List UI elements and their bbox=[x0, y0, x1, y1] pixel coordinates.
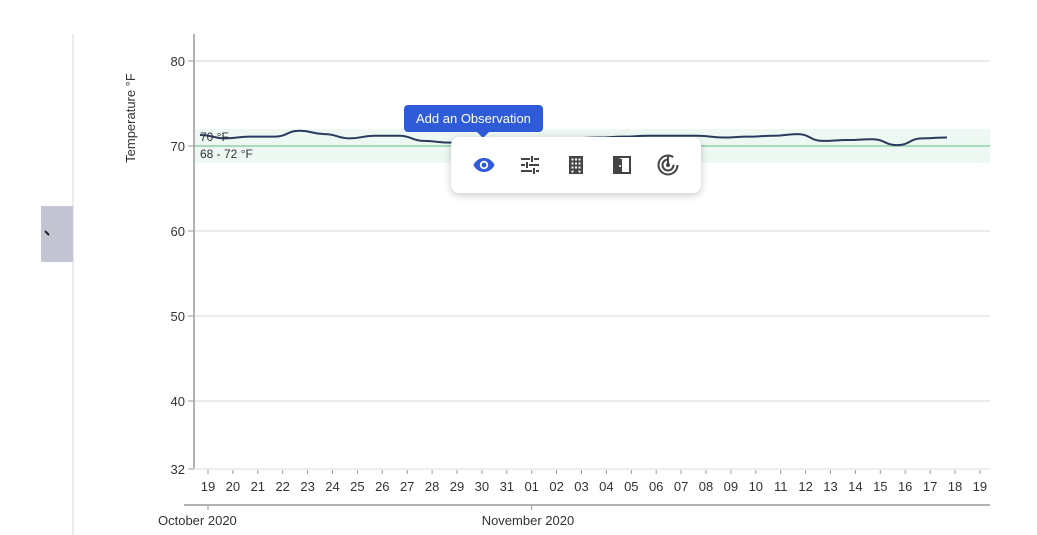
sensor-button[interactable] bbox=[651, 148, 685, 182]
y-axis-title: Temperature °F bbox=[123, 73, 138, 163]
x-tick-label: 26 bbox=[375, 479, 389, 494]
x-tick-label: 31 bbox=[500, 479, 514, 494]
x-tick-label: 14 bbox=[848, 479, 862, 494]
x-tick-label: 18 bbox=[948, 479, 962, 494]
x-tick-label: 05 bbox=[624, 479, 638, 494]
x-tick-label: 06 bbox=[649, 479, 663, 494]
band-label: 68 - 72 °F bbox=[200, 147, 253, 161]
gridlines bbox=[194, 60, 990, 402]
x-tick-label: 16 bbox=[898, 479, 912, 494]
x-tick-label: 27 bbox=[400, 479, 414, 494]
x-tick-label: 19 bbox=[973, 479, 987, 494]
x-tick-label: 23 bbox=[300, 479, 314, 494]
x-tick-label: 29 bbox=[450, 479, 464, 494]
x-tick-label: 21 bbox=[251, 479, 265, 494]
adjustments-button[interactable] bbox=[513, 148, 547, 182]
x-tick-label: 07 bbox=[674, 479, 688, 494]
x-tick-label: 20 bbox=[226, 479, 240, 494]
x-tick-label: 02 bbox=[549, 479, 563, 494]
sidebar-collapse-tab[interactable] bbox=[41, 206, 73, 262]
y-axis: 32 40 50 60 70 80 bbox=[171, 34, 195, 477]
y-tick-label: 32 bbox=[171, 462, 185, 477]
y-tick-label: 80 bbox=[171, 54, 185, 69]
y-tick-label: 50 bbox=[171, 309, 185, 324]
y-tick-label: 70 bbox=[171, 139, 185, 154]
x-tick-label: 10 bbox=[749, 479, 763, 494]
door-icon bbox=[613, 156, 631, 174]
x-tick-label: 11 bbox=[774, 479, 788, 494]
x-tick-label: 19 bbox=[201, 479, 215, 494]
x-tick-label: 17 bbox=[923, 479, 937, 494]
action-popup bbox=[451, 137, 701, 193]
x-tick-label: 13 bbox=[823, 479, 837, 494]
x-tick-label: 01 bbox=[524, 479, 538, 494]
chevron-icon bbox=[44, 230, 50, 236]
x-tick-label: 09 bbox=[724, 479, 738, 494]
x-tick-label: 08 bbox=[699, 479, 713, 494]
add-observation-tooltip: Add an Observation bbox=[404, 105, 543, 138]
y-tick-label: 60 bbox=[171, 224, 185, 239]
x-axis: 19 20 21 22 23 24 25 26 27 28 29 30 31 01 02 03 04 05 06 07… bbox=[158, 468, 990, 528]
observation-button[interactable] bbox=[467, 148, 501, 182]
x-tick-label: 28 bbox=[425, 479, 439, 494]
eye-icon bbox=[473, 158, 495, 172]
y-tick-label: 40 bbox=[171, 394, 185, 409]
x-tick-label: 12 bbox=[798, 479, 812, 494]
x-tick-label: 15 bbox=[873, 479, 887, 494]
sidebar-divider bbox=[72, 34, 74, 535]
setpoint-label: 70 °F bbox=[200, 130, 229, 144]
door-button[interactable] bbox=[605, 148, 639, 182]
month-label: October 2020 bbox=[158, 513, 237, 528]
building-icon bbox=[569, 156, 583, 174]
x-tick-label: 03 bbox=[574, 479, 588, 494]
month-label: November 2020 bbox=[482, 513, 575, 528]
x-tick-label: 04 bbox=[599, 479, 613, 494]
x-tick-label: 25 bbox=[350, 479, 364, 494]
radar-icon bbox=[657, 154, 679, 176]
x-tick-label: 30 bbox=[475, 479, 489, 494]
x-tick-label: 22 bbox=[275, 479, 289, 494]
x-tick-label: 24 bbox=[325, 479, 339, 494]
sliders-icon bbox=[521, 156, 539, 174]
building-button[interactable] bbox=[559, 148, 593, 182]
